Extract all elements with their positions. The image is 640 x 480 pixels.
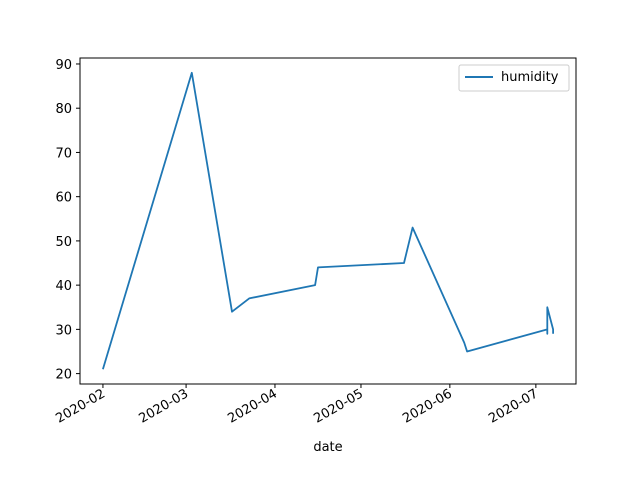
- legend-box: [458, 64, 570, 92]
- y-tick-label: 30: [55, 323, 72, 338]
- y-tick-label: 80: [55, 102, 72, 117]
- y-tick-label: 50: [55, 235, 72, 250]
- legend-entry-humidity: humidity: [501, 70, 559, 85]
- plot-area: [79, 57, 577, 385]
- y-tick-label: 60: [55, 191, 72, 206]
- y-axis: 20 30 40 50 60 70 80 90: [55, 58, 80, 383]
- plot-frame: [79, 57, 577, 385]
- y-tick-label: 90: [55, 58, 72, 73]
- y-tick-label: 40: [55, 279, 72, 294]
- y-tick-label: 70: [55, 146, 72, 161]
- series-line-humidity: [102, 71, 554, 370]
- legend: humidity: [458, 64, 570, 92]
- y-tick-label: 20: [55, 368, 72, 383]
- x-axis-label: date: [313, 440, 342, 455]
